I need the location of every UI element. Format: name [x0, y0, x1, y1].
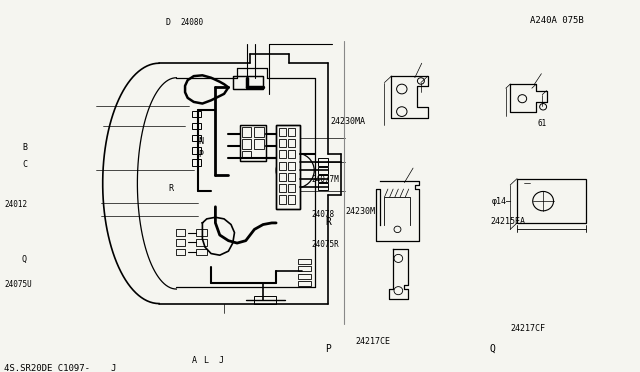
Text: P: P — [325, 344, 331, 354]
Text: φ14—: φ14— — [492, 197, 512, 206]
Bar — [288, 173, 295, 181]
Bar — [298, 266, 311, 271]
Bar — [276, 125, 300, 209]
Bar — [298, 281, 311, 286]
Bar — [177, 239, 185, 246]
Bar — [177, 230, 185, 236]
Bar — [192, 147, 201, 154]
Bar — [288, 128, 295, 136]
Text: 24080: 24080 — [180, 18, 203, 27]
Text: B: B — [22, 143, 27, 152]
Text: A240A 075B: A240A 075B — [530, 16, 584, 25]
Text: 24075R: 24075R — [311, 240, 339, 249]
Bar — [317, 167, 328, 174]
Bar — [192, 123, 201, 129]
Text: J: J — [110, 364, 115, 372]
Bar — [298, 259, 311, 264]
Text: 24078: 24078 — [311, 210, 334, 219]
Text: 24075U: 24075U — [4, 280, 32, 289]
Bar — [233, 76, 263, 89]
Bar — [192, 111, 201, 117]
Bar — [278, 184, 285, 192]
Text: 24230MA: 24230MA — [330, 117, 365, 126]
Text: C: C — [22, 160, 27, 169]
Text: J: J — [219, 356, 224, 365]
Bar — [253, 139, 264, 149]
Text: R: R — [325, 217, 331, 227]
Bar — [288, 139, 295, 147]
Text: Q: Q — [22, 255, 27, 264]
Text: D: D — [166, 18, 171, 27]
Bar — [253, 127, 264, 137]
Text: N: N — [198, 137, 203, 146]
Bar — [517, 179, 586, 223]
Bar — [192, 159, 201, 166]
Bar — [276, 125, 300, 209]
Text: R: R — [168, 184, 173, 193]
Bar — [288, 161, 295, 170]
Text: 24077M: 24077M — [311, 175, 339, 184]
Bar — [196, 230, 207, 236]
Bar — [177, 249, 185, 255]
Text: 24217CF: 24217CF — [510, 324, 545, 333]
Text: 24230M: 24230M — [345, 207, 375, 216]
Bar — [288, 196, 295, 203]
Text: 24217CE: 24217CE — [355, 337, 390, 346]
Bar — [278, 173, 285, 181]
Bar — [196, 239, 207, 246]
Bar — [240, 125, 266, 161]
Bar — [288, 184, 295, 192]
Text: 24012: 24012 — [4, 200, 27, 209]
Bar — [278, 128, 285, 136]
Bar — [196, 249, 207, 255]
Bar — [278, 196, 285, 203]
Text: 61: 61 — [538, 119, 547, 128]
Bar — [243, 151, 251, 158]
Bar — [278, 161, 285, 170]
Bar — [243, 127, 251, 137]
Bar — [278, 150, 285, 158]
Bar — [317, 183, 328, 190]
Text: 24215EA: 24215EA — [490, 217, 525, 226]
Text: A: A — [192, 356, 197, 365]
Text: 4S.SR20DE C1097-: 4S.SR20DE C1097- — [4, 364, 90, 372]
Bar — [298, 274, 311, 279]
Bar — [233, 76, 263, 89]
Text: L: L — [203, 356, 208, 365]
Bar — [317, 175, 328, 182]
Text: P: P — [198, 150, 203, 159]
Bar — [243, 139, 251, 149]
Bar — [255, 295, 276, 304]
Text: Q: Q — [490, 344, 496, 354]
Bar — [278, 139, 285, 147]
Bar — [192, 135, 201, 141]
Bar — [317, 158, 328, 166]
Bar — [288, 150, 295, 158]
Bar — [240, 125, 266, 161]
